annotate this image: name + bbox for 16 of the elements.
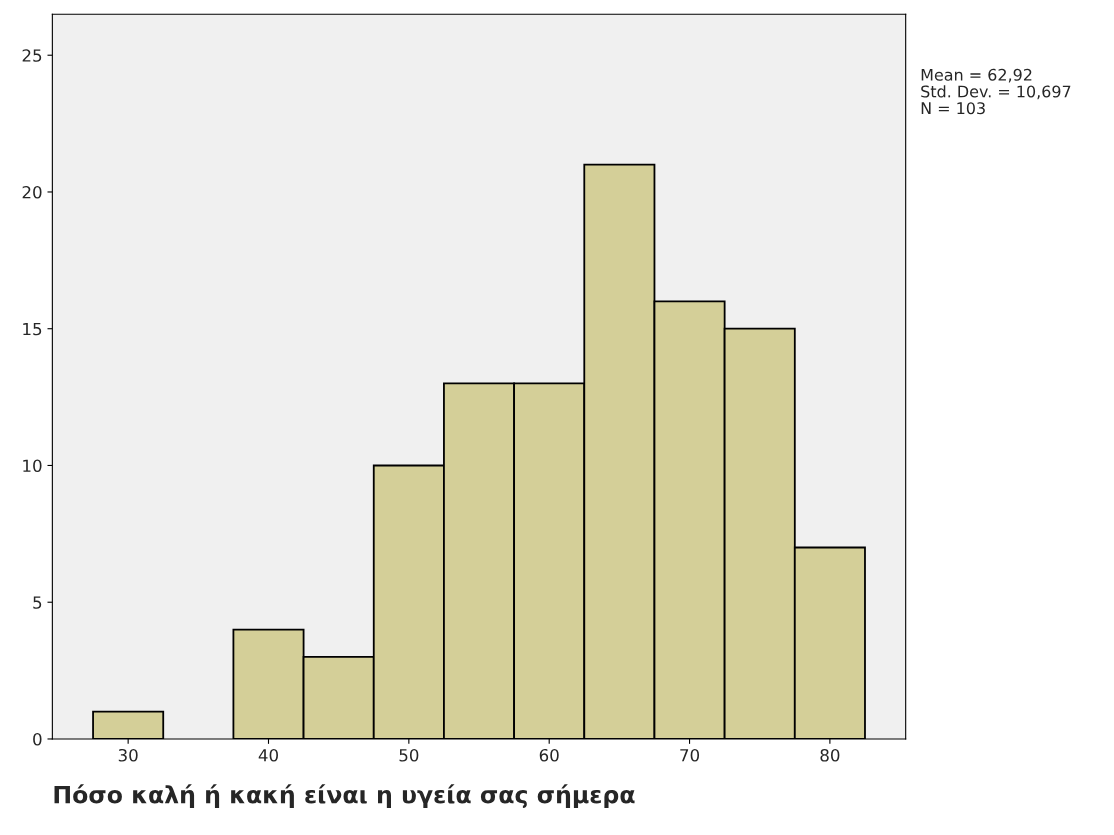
text: Mean = 62,92 bbox=[921, 68, 1032, 83]
y-tick-label: 5 bbox=[33, 596, 42, 609]
y-tick-label: 20 bbox=[22, 185, 42, 199]
x-tick-label: 50 bbox=[399, 748, 419, 762]
x-tick-label: 60 bbox=[539, 748, 559, 762]
x-tick-label: 30 bbox=[118, 748, 138, 762]
y-tick-label: 15 bbox=[23, 322, 42, 336]
x-tick-label: 70 bbox=[680, 748, 700, 762]
x-tick-label: 40 bbox=[258, 748, 278, 762]
x-axis-title: Πόσο καλή ή κακή είναι η υγεία σας σήμερα bbox=[54, 784, 635, 809]
y-tick-label: 0 bbox=[33, 732, 42, 746]
text: N = 103 bbox=[921, 102, 985, 115]
x-tick-label: 80 bbox=[820, 748, 840, 762]
y-tick-label: 25 bbox=[22, 49, 42, 62]
text: Std. Dev. = 10,697 bbox=[921, 85, 1071, 100]
y-tick-label: 10 bbox=[23, 459, 42, 473]
